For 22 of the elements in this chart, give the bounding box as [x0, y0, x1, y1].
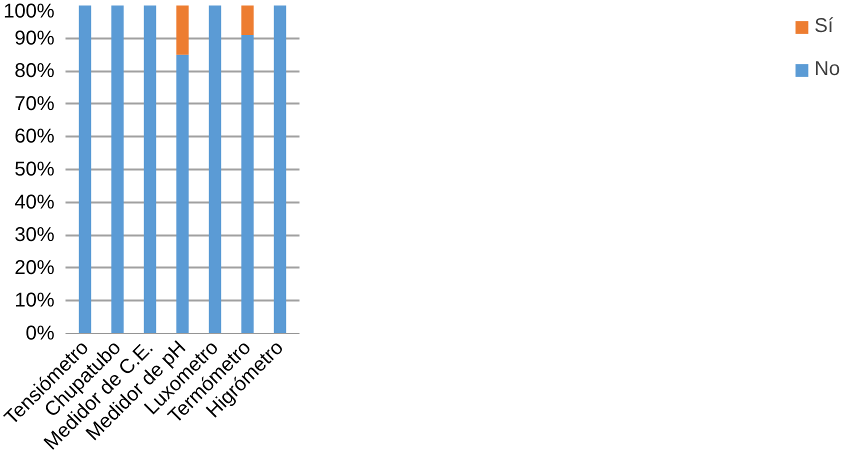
y-tick-label: 30% [14, 224, 55, 246]
bar [241, 6, 254, 36]
y-tick-label: 70% [14, 92, 55, 115]
y-tick-label: 60% [14, 126, 55, 148]
bar [111, 6, 124, 334]
y-tick-label: 90% [14, 27, 55, 50]
y-tick-label: 50% [14, 158, 55, 180]
y-tick-label: 10% [14, 290, 55, 312]
bar [241, 35, 254, 334]
bar [274, 6, 286, 334]
y-tick-label: 0% [26, 322, 55, 344]
legend-label: No [814, 58, 840, 81]
bar [78, 6, 92, 334]
y-tick-label: 100% [3, 0, 55, 22]
legend-label: Sí [814, 15, 834, 38]
bar [176, 6, 189, 55]
bar [176, 54, 189, 334]
y-tick-label: 80% [14, 60, 55, 82]
bar [144, 6, 156, 334]
y-tick-label: 40% [14, 191, 55, 214]
bar [208, 6, 222, 334]
y-tick-label: 20% [14, 256, 55, 279]
